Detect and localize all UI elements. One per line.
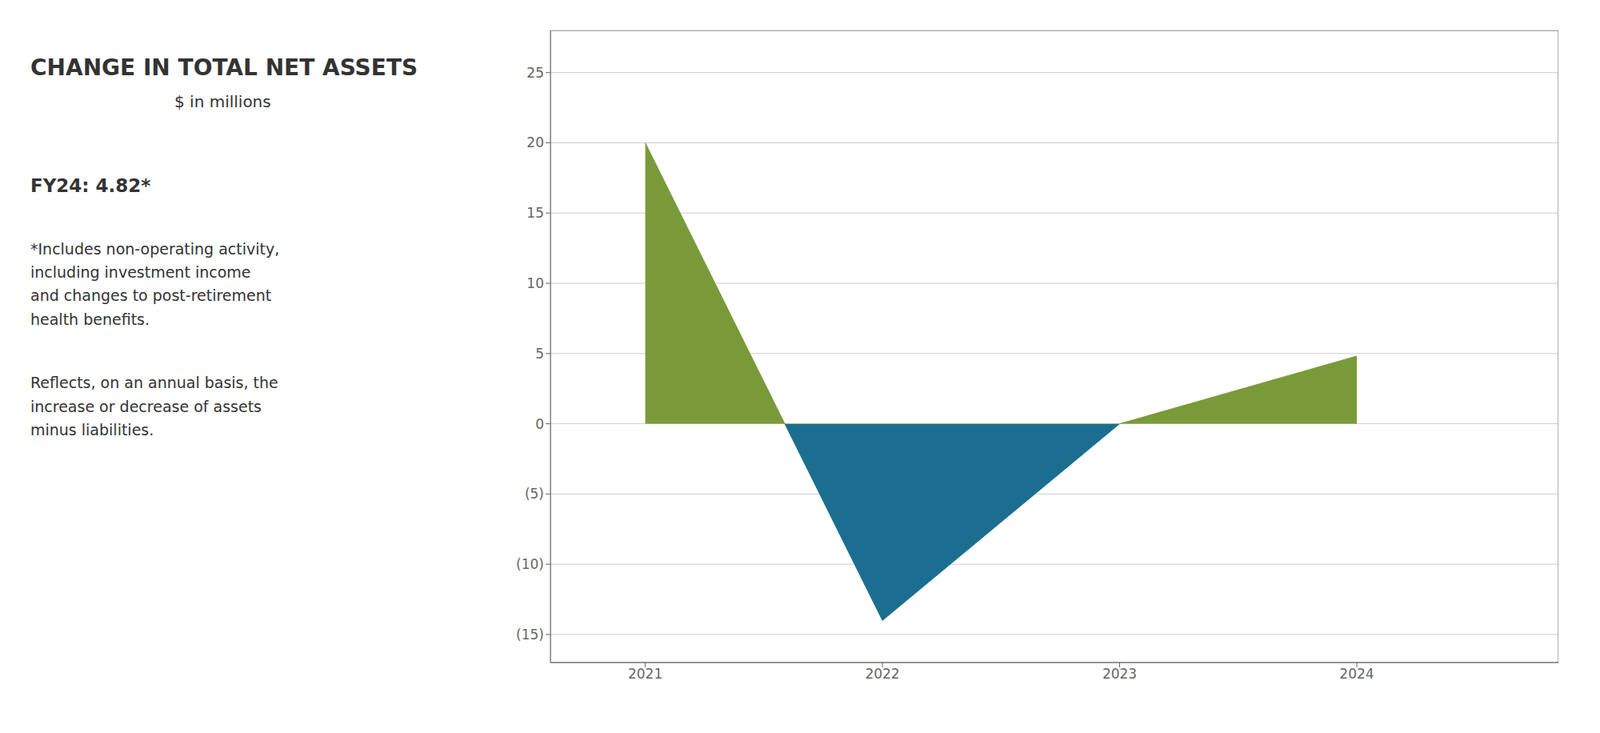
html-text:$ in millions: $ in millions [174, 92, 271, 112]
svg-text:15: 15 [526, 204, 544, 221]
svg-text:0: 0 [535, 416, 544, 432]
svg-text:(10): (10) [516, 556, 544, 572]
svg-text:2024: 2024 [1339, 665, 1374, 682]
svg-text:(15): (15) [516, 626, 544, 643]
html-text:*Includes non-operating activi: *Includes non-operating activity, includ… [30, 239, 280, 328]
html-text:Reflects, on an annual basis,: Reflects, on an annual basis, the increa… [30, 373, 279, 439]
svg-text:25: 25 [526, 64, 544, 81]
svg-text:2023: 2023 [1102, 665, 1137, 682]
html-text:CHANGE IN TOTAL NET ASSETS: CHANGE IN TOTAL NET ASSETS [30, 54, 418, 81]
svg-text:(5): (5) [524, 485, 544, 502]
svg-text:20: 20 [526, 134, 544, 151]
html-text:FY24: 4.82*: FY24: 4.82* [30, 175, 151, 196]
svg-text:2022: 2022 [864, 665, 900, 682]
svg-text:2021: 2021 [628, 665, 663, 682]
svg-text:10: 10 [526, 275, 544, 292]
svg-text:5: 5 [535, 345, 544, 362]
